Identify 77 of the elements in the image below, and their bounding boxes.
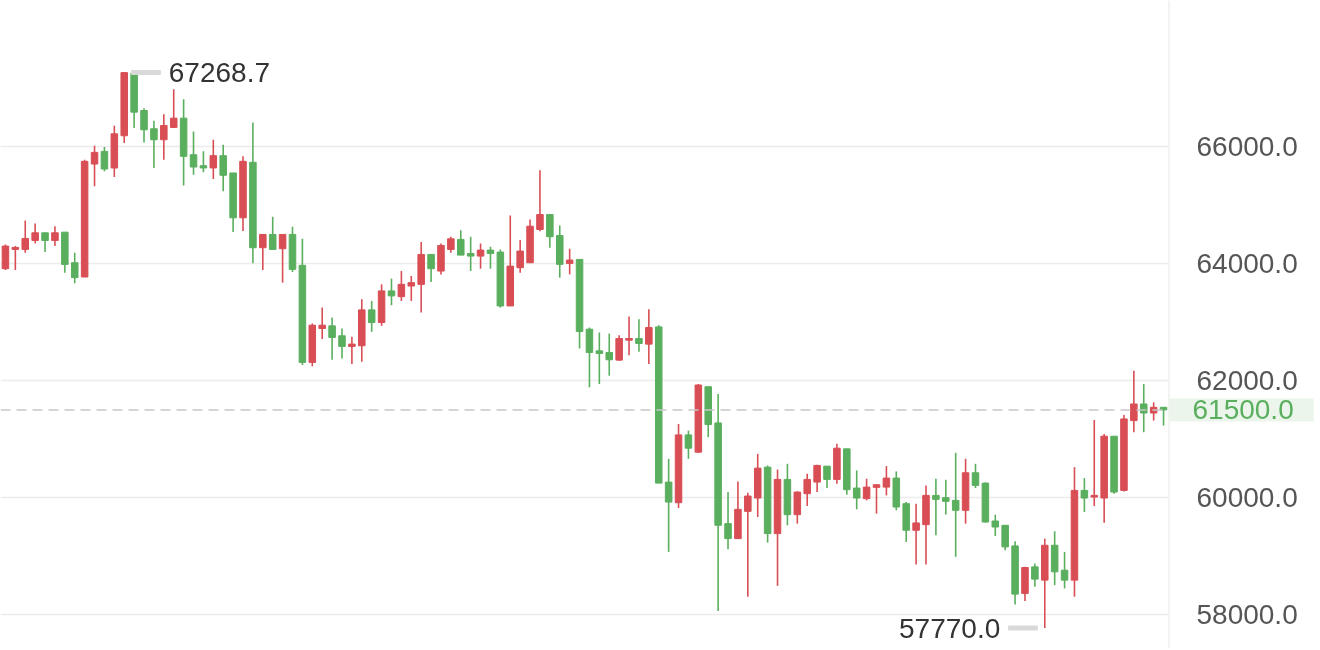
annotation: 57770.0 bbox=[899, 612, 1001, 644]
candlestick bbox=[516, 239, 524, 274]
candlestick bbox=[1090, 419, 1099, 507]
candlestick bbox=[1130, 369, 1138, 434]
candlestick bbox=[605, 332, 614, 377]
candlestick bbox=[951, 452, 960, 558]
candlestick bbox=[51, 225, 59, 247]
candlestick bbox=[11, 245, 20, 271]
candlestick bbox=[1139, 383, 1148, 434]
candlestick bbox=[397, 270, 406, 302]
candlestick bbox=[645, 308, 653, 365]
candlestick bbox=[318, 306, 326, 340]
candlestick bbox=[862, 477, 871, 502]
candlestick bbox=[744, 491, 752, 598]
candlestick bbox=[140, 107, 148, 144]
candlestick bbox=[407, 275, 416, 302]
candlestick bbox=[466, 235, 475, 272]
candlestick bbox=[70, 251, 79, 285]
y-tick-label: 60000.0 bbox=[1196, 482, 1298, 514]
candlestick bbox=[457, 229, 465, 256]
candlestick bbox=[268, 216, 277, 251]
candlestick bbox=[1060, 551, 1069, 590]
candlestick bbox=[724, 491, 732, 550]
candlestick bbox=[199, 150, 208, 174]
candlestick bbox=[932, 477, 940, 537]
candlestick bbox=[278, 233, 287, 284]
candlestick bbox=[348, 335, 356, 365]
ref-line-label: 61500.0 bbox=[1192, 394, 1294, 426]
candlestick bbox=[823, 465, 831, 489]
candlestick bbox=[852, 469, 861, 511]
candlestick bbox=[427, 253, 435, 283]
candlestick bbox=[1080, 477, 1089, 513]
candlestick bbox=[90, 144, 99, 188]
candlestick bbox=[367, 300, 376, 333]
candlestick bbox=[813, 464, 821, 493]
candlestick bbox=[21, 219, 30, 254]
candlestick bbox=[942, 478, 950, 516]
candlestick bbox=[169, 88, 178, 129]
candlestick bbox=[41, 232, 49, 253]
y-tick-label: 62000.0 bbox=[1196, 365, 1298, 397]
candlestick bbox=[991, 513, 1000, 537]
candlestick bbox=[209, 138, 218, 180]
candlestick bbox=[793, 490, 802, 525]
y-tick-label: 66000.0 bbox=[1196, 131, 1298, 163]
y-tick-label: 58000.0 bbox=[1196, 599, 1298, 631]
candlestick bbox=[684, 429, 693, 460]
candlestick bbox=[615, 334, 623, 362]
candlestick bbox=[338, 327, 346, 360]
annotation: 67268.7 bbox=[168, 57, 270, 89]
candlestick bbox=[625, 315, 633, 356]
candlestick bbox=[595, 331, 604, 385]
candlestick bbox=[565, 247, 574, 276]
candlestick bbox=[100, 146, 109, 173]
candlestick bbox=[635, 318, 643, 353]
candlestick bbox=[150, 120, 158, 169]
candlestick bbox=[189, 130, 198, 176]
candlestick bbox=[259, 233, 267, 271]
candlestick bbox=[882, 465, 891, 497]
candlestick bbox=[546, 213, 554, 249]
candlestick bbox=[219, 143, 227, 193]
candlestick bbox=[328, 316, 336, 361]
candlestick bbox=[664, 458, 673, 553]
candlestick bbox=[1, 243, 10, 271]
candlestick bbox=[160, 113, 168, 161]
candlestick bbox=[476, 242, 485, 270]
candlestick bbox=[1001, 524, 1009, 552]
candlestick bbox=[803, 472, 811, 507]
candlestick bbox=[31, 222, 39, 245]
candlestick bbox=[1031, 562, 1039, 588]
candlestick bbox=[387, 277, 396, 307]
y-tick-label: 64000.0 bbox=[1196, 248, 1298, 280]
candlestick bbox=[971, 463, 980, 489]
candlestick bbox=[872, 483, 881, 515]
candlestick bbox=[486, 245, 495, 270]
candlestick bbox=[912, 502, 920, 566]
candlestick bbox=[585, 326, 594, 389]
candlestick bbox=[536, 169, 544, 232]
